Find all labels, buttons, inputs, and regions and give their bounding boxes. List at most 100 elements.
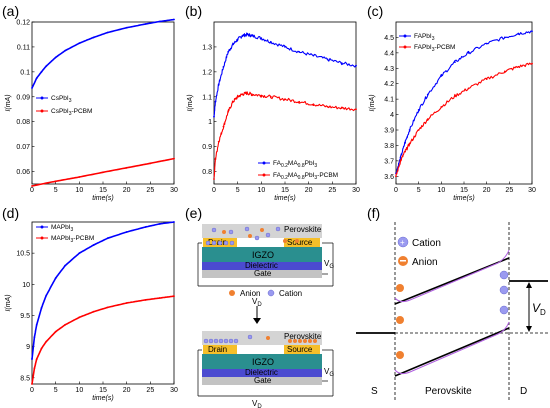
dielectric-label-bottom: Dielectric — [245, 368, 278, 377]
y-tick-label: 10.5 — [16, 251, 30, 258]
legend-marker-c1 — [403, 34, 407, 38]
legend-text-b1: FA0.2MA0.8PbI3 — [273, 160, 317, 169]
data-point — [236, 38, 239, 41]
data-point — [227, 110, 230, 113]
data-point — [485, 78, 488, 80]
data-point — [260, 37, 263, 40]
vd-label-top: VD — [252, 297, 262, 308]
anions-bottom — [266, 336, 317, 343]
chart-b: 0 5 10 15 20 25 30 0.8 0.9 1 1.1 1.2 1.3 time(s) I(mA) — [187, 21, 360, 202]
data-point — [125, 166, 128, 169]
series-line-pcbm — [31, 295, 175, 385]
legend-marker-b1 — [262, 161, 266, 165]
data-point — [78, 42, 81, 45]
data-point — [173, 295, 175, 298]
y-tick-label: 1 — [208, 119, 212, 126]
data-point — [102, 171, 104, 174]
legend-marker-d1 — [40, 225, 44, 229]
data-point — [92, 310, 95, 313]
dielectric-layer-top — [202, 262, 322, 270]
data-point — [213, 178, 215, 180]
anions-interface-f — [396, 284, 404, 359]
x-axis-label: time(s) — [274, 195, 295, 202]
y-tick-label: 0.12 — [16, 20, 30, 27]
data-point — [54, 277, 57, 279]
data-point — [214, 158, 217, 160]
x-tick-label: 5 — [54, 187, 58, 194]
data-point — [35, 77, 38, 79]
data-point — [355, 64, 357, 67]
data-point — [250, 93, 253, 96]
series-line-pristine — [31, 221, 175, 360]
data-point — [64, 264, 67, 267]
data-point — [144, 23, 147, 25]
cation-legend-label: Cation — [279, 289, 302, 298]
drain-electrode-bottom — [203, 345, 237, 354]
x-tick-label: 0 — [30, 387, 34, 394]
data-point — [269, 95, 272, 98]
legend-d: MAPbI3 MAPbI3-PCBM — [36, 224, 94, 244]
igzo-label-top: IGZO — [252, 250, 274, 260]
conduction-band-bent — [394, 249, 510, 303]
data-point — [173, 221, 175, 223]
x-axis-label: time(s) — [92, 195, 113, 202]
drain-label-top: Drain — [208, 238, 227, 247]
data-point — [125, 231, 128, 233]
panel-label-e: (e) — [185, 205, 202, 221]
series-line-pcbm — [395, 62, 533, 176]
x-tick-label: 0 — [212, 187, 216, 194]
legend-text-a2: CsPbI3-PCBM — [51, 108, 92, 117]
data-point — [144, 226, 147, 228]
data-point — [531, 62, 533, 65]
data-point — [54, 180, 57, 183]
data-point — [78, 252, 81, 255]
valence-band-bent — [394, 321, 510, 375]
y-tick-label: 8.5 — [20, 375, 30, 382]
chart-d: 0 5 10 15 20 25 30 8.5 9 9.5 10 10.5 time(s) I(mA) — [5, 221, 178, 402]
diagram-e: Perovskite Drain Source IGZO Dielectric … — [197, 224, 334, 408]
data-point — [92, 244, 95, 246]
x-tick-label: 15 — [281, 187, 289, 194]
x-tick-label: 5 — [54, 387, 58, 394]
data-point — [454, 61, 456, 64]
data-point — [158, 297, 161, 299]
legend-marker-a1 — [40, 96, 44, 100]
data-point — [454, 95, 456, 97]
x-tick-label: 30 — [352, 187, 360, 194]
y-axis-label: I(mA) — [187, 94, 194, 111]
y-tick-label: 3.8 — [384, 143, 394, 150]
plot-frame — [31, 21, 175, 185]
data-point — [214, 100, 217, 103]
y-tick-label: 4.2 — [384, 81, 394, 88]
x-tick-label: 20 — [483, 187, 491, 194]
x-tick-label: 30 — [528, 187, 536, 194]
data-point — [217, 140, 220, 143]
x-tick-label: 20 — [123, 187, 131, 194]
data-point — [106, 306, 109, 309]
data-point — [246, 33, 249, 36]
y-tick-label: 1.2 — [202, 69, 212, 76]
data-point — [40, 307, 43, 309]
data-point — [298, 100, 301, 103]
conduction-band — [394, 257, 510, 305]
device-top: Perovskite Drain Source IGZO Dielectric … — [197, 224, 334, 308]
data-point — [92, 36, 95, 39]
y-tick-label: 0.1 — [20, 69, 30, 76]
data-point — [64, 49, 67, 52]
cations-bottom — [203, 334, 253, 344]
data-point — [222, 65, 225, 68]
data-point — [45, 294, 48, 297]
y-tick-label: 3.9 — [384, 128, 394, 135]
data-point — [340, 62, 343, 65]
data-point — [31, 383, 33, 385]
y-tick-label: 0.07 — [16, 144, 30, 151]
data-point — [340, 107, 343, 109]
data-point — [227, 51, 230, 53]
vg-label-top: VG — [324, 259, 334, 270]
x-tick-label: 10 — [75, 387, 83, 394]
data-point — [355, 108, 357, 111]
series-line-pristine — [395, 30, 533, 174]
series-line-pristine — [213, 32, 357, 117]
device-bottom: Perovskite Drain Source IGZO Dielectric … — [197, 331, 334, 408]
